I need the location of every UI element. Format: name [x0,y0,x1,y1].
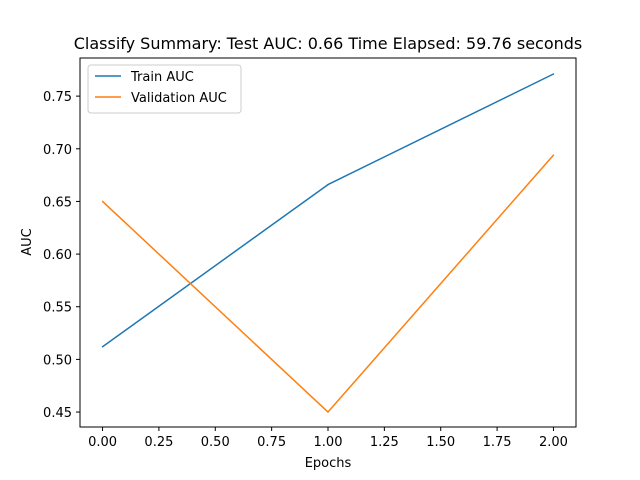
legend-label-train-auc: Train AUC [130,70,194,85]
x-tick-label: 0.25 [144,435,173,450]
x-axis-label: Epochs [305,456,352,471]
legend-box [87,64,242,114]
y-tick-label: 0.60 [43,248,72,263]
series-layer [101,73,555,413]
axes-frame [79,57,577,428]
y-tick-label: 0.75 [43,90,72,105]
data-point-train-auc [552,73,555,75]
chart-title: Classify Summary: Test AUC: 0.66 Time El… [74,34,583,53]
x-tick-label: 0.50 [201,435,230,450]
data-point-validation-auc [552,154,555,156]
y-tick-label: 0.65 [43,195,72,210]
x-tick-label: 1.00 [314,435,343,450]
x-tick-label: 0.75 [257,435,286,450]
y-tick-label: 0.45 [43,406,72,421]
data-point-validation-auc [327,411,329,413]
y-axis-ticks: 0.45 0.50 0.55 0.60 0.65 0.70 0.75 [43,90,80,421]
data-point-validation-auc [101,200,104,203]
x-axis-ticks: 0.00 0.25 0.50 0.75 1.00 1.25 1.50 1.75 2.00 [88,427,568,450]
y-tick-label: 0.50 [43,353,72,368]
data-point-train-auc [327,183,329,186]
y-tick-label: 0.55 [43,301,72,316]
x-tick-label: 1.50 [426,435,455,450]
x-tick-label: 1.25 [370,435,399,450]
data-point-train-auc [101,346,104,348]
x-tick-label: 0.00 [88,435,117,450]
x-tick-label: 2.00 [539,435,568,450]
legend: Train AUC Validation AUC [87,64,242,114]
y-tick-label: 0.70 [43,143,72,158]
legend-label-validation-auc: Validation AUC [131,91,227,106]
x-tick-label: 1.75 [483,435,512,450]
y-axis-label: AUC [20,228,35,256]
